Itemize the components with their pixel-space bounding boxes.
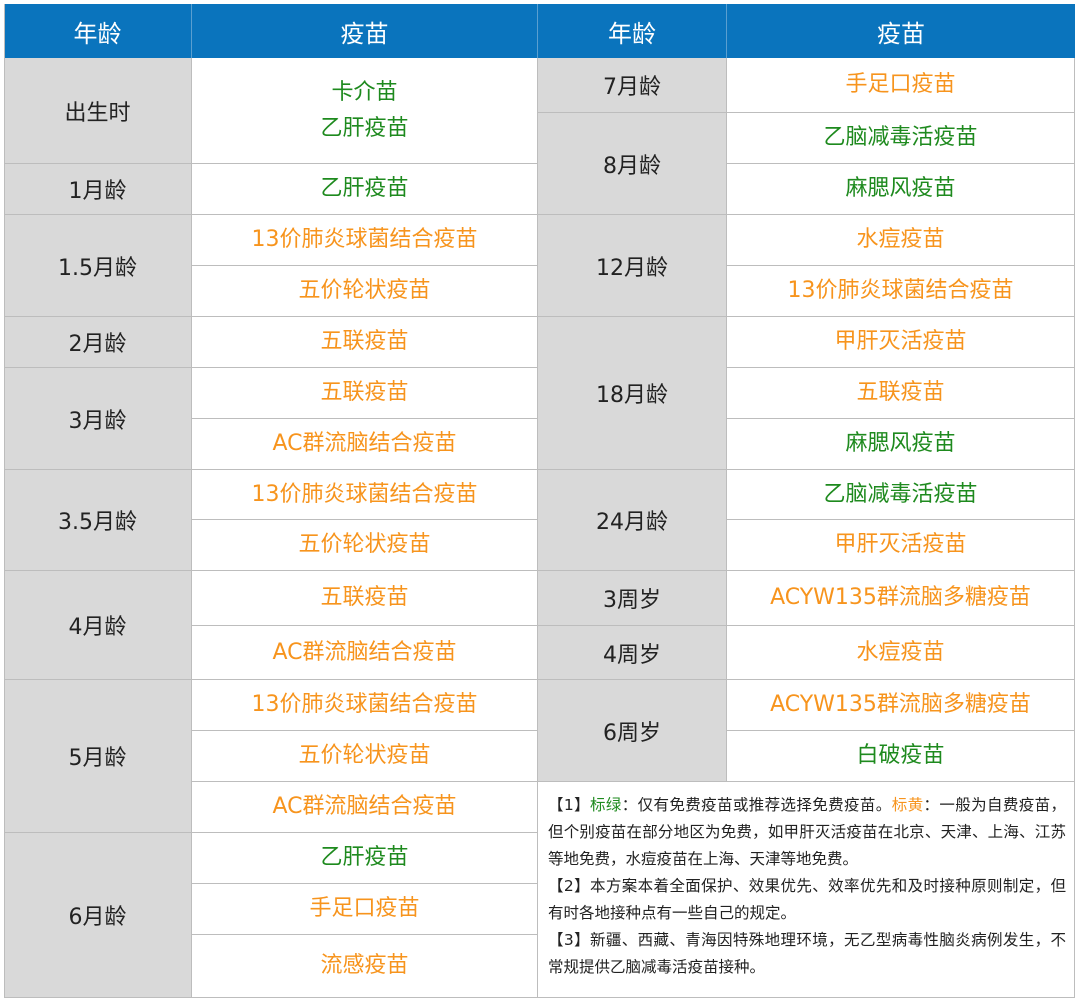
vaccine-name: 手足口疫苗 bbox=[309, 896, 420, 921]
left-vaccine-cell: 五价轮状疫苗 bbox=[192, 731, 538, 782]
header-age-right: 年龄 bbox=[538, 4, 727, 58]
vaccine-name: 13价肺炎球菌结合疫苗 bbox=[787, 278, 1014, 303]
vaccine-name: ACYW135群流脑多糖疫苗 bbox=[770, 585, 1031, 610]
right-vaccine-cell: 水痘疫苗 bbox=[727, 215, 1075, 266]
left-vaccine-cell: 13价肺炎球菌结合疫苗 bbox=[192, 680, 538, 731]
vaccine-name: 五联疫苗 bbox=[856, 380, 945, 405]
left-vaccine-cell: 乙肝疫苗 bbox=[192, 833, 538, 884]
left-vaccine-cell: 流感疫苗 bbox=[192, 935, 538, 998]
vaccine-name: ACYW135群流脑多糖疫苗 bbox=[770, 692, 1031, 717]
right-age-cell: 18月龄 bbox=[538, 317, 727, 470]
right-vaccine-cell: 白破疫苗 bbox=[727, 731, 1075, 782]
left-age-cell: 3月龄 bbox=[4, 368, 192, 470]
left-vaccine-cell: AC群流脑结合疫苗 bbox=[192, 419, 538, 470]
left-vaccine-cell: 五联疫苗 bbox=[192, 571, 538, 626]
left-age-cell: 4月龄 bbox=[4, 571, 192, 680]
orange-label: 标黄 bbox=[891, 796, 924, 814]
vaccine-name: 五价轮状疫苗 bbox=[298, 278, 431, 303]
vaccine-name: 甲肝灭活疫苗 bbox=[834, 532, 967, 557]
right-vaccine-cell: 13价肺炎球菌结合疫苗 bbox=[727, 266, 1075, 317]
vaccine-name: AC群流脑结合疫苗 bbox=[272, 639, 457, 665]
note-1: 【1】标绿：仅有免费疫苗或推荐选择免费疫苗。标黄：一般为自费疫苗，但个别疫苗在部… bbox=[548, 792, 1066, 873]
vaccine-name: 麻腮风疫苗 bbox=[845, 431, 956, 456]
vaccine-name: 水痘疫苗 bbox=[856, 639, 945, 665]
vaccine-name: 白破疫苗 bbox=[856, 743, 945, 768]
orange-label-text: ：一般为自费疫苗，但个别疫苗在部分地区为免费，如甲肝灭活疫苗在北京、天津、上海、… bbox=[548, 796, 1066, 868]
green-label: 标绿 bbox=[590, 796, 622, 814]
vaccine-name: 水痘疫苗 bbox=[856, 227, 945, 252]
right-vaccine-cell: ACYW135群流脑多糖疫苗 bbox=[727, 571, 1075, 626]
left-vaccine-cell: 13价肺炎球菌结合疫苗 bbox=[192, 470, 538, 520]
left-vaccine-cell: AC群流脑结合疫苗 bbox=[192, 626, 538, 680]
header-age-left: 年龄 bbox=[4, 4, 192, 58]
left-age-cell: 2月龄 bbox=[4, 317, 192, 368]
vaccine-name: AC群流脑结合疫苗 bbox=[272, 794, 457, 819]
vaccine-name: 乙脑减毒活疫苗 bbox=[823, 125, 978, 150]
vaccine-name: 乙肝疫苗 bbox=[320, 115, 409, 141]
header-vaccine-right: 疫苗 bbox=[727, 4, 1075, 58]
right-vaccine-cell: 麻腮风疫苗 bbox=[727, 164, 1075, 215]
right-age-cell: 4周岁 bbox=[538, 626, 727, 680]
vaccine-name: 五价轮状疫苗 bbox=[298, 743, 431, 768]
vaccine-name: 13价肺炎球菌结合疫苗 bbox=[251, 481, 478, 507]
vaccine-name: AC群流脑结合疫苗 bbox=[272, 431, 457, 456]
notes-box: 【1】标绿：仅有免费疫苗或推荐选择免费疫苗。标黄：一般为自费疫苗，但个别疫苗在部… bbox=[538, 782, 1075, 998]
right-vaccine-cell: 五联疫苗 bbox=[727, 368, 1075, 419]
right-age-cell: 24月龄 bbox=[538, 470, 727, 571]
left-vaccine-cell: 五联疫苗 bbox=[192, 317, 538, 368]
right-age-cell: 8月龄 bbox=[538, 113, 727, 215]
vaccine-name: 五联疫苗 bbox=[320, 585, 409, 610]
left-vaccine-cell: 卡介苗 乙肝疫苗 bbox=[192, 58, 538, 164]
header-vaccine-left: 疫苗 bbox=[192, 4, 538, 58]
vaccine-name: 乙肝疫苗 bbox=[320, 845, 409, 870]
left-vaccine-cell: 五价轮状疫苗 bbox=[192, 266, 538, 317]
vaccine-name: 五联疫苗 bbox=[320, 329, 409, 354]
right-age-cell: 12月龄 bbox=[538, 215, 727, 317]
vaccine-name: 五价轮状疫苗 bbox=[298, 532, 431, 557]
green-label-text: ：仅有免费疫苗或推荐选择免费疫苗。 bbox=[621, 796, 892, 814]
left-age-cell: 1月龄 bbox=[4, 164, 192, 215]
vaccine-name: 五联疫苗 bbox=[320, 380, 409, 405]
note-2: 【2】本方案本着全面保护、效果优先、效率优先和及时接种原则制定，但有时各地接种点… bbox=[548, 877, 1066, 922]
note-3: 【3】新疆、西藏、青海因特殊地理环境，无乙型病毒性脑炎病例发生，不常规提供乙脑减… bbox=[548, 931, 1066, 976]
left-vaccine-cell: 乙肝疫苗 bbox=[192, 164, 538, 215]
right-vaccine-cell: ACYW135群流脑多糖疫苗 bbox=[727, 680, 1075, 731]
vaccine-name: 乙肝疫苗 bbox=[320, 176, 409, 201]
right-vaccine-cell: 手足口疫苗 bbox=[727, 58, 1075, 113]
vaccine-name: 手足口疫苗 bbox=[845, 72, 956, 97]
left-vaccine-cell: AC群流脑结合疫苗 bbox=[192, 782, 538, 833]
right-age-cell: 7月龄 bbox=[538, 58, 727, 113]
right-vaccine-cell: 甲肝灭活疫苗 bbox=[727, 317, 1075, 368]
left-age-cell: 3.5月龄 bbox=[4, 470, 192, 571]
right-vaccine-cell: 乙脑减毒活疫苗 bbox=[727, 113, 1075, 164]
left-age-cell: 6月龄 bbox=[4, 833, 192, 998]
left-age-cell: 出生时 bbox=[4, 58, 192, 164]
left-vaccine-cell: 五联疫苗 bbox=[192, 368, 538, 419]
right-vaccine-cell: 水痘疫苗 bbox=[727, 626, 1075, 680]
vaccine-name: 流感疫苗 bbox=[320, 953, 409, 978]
right-vaccine-cell: 麻腮风疫苗 bbox=[727, 419, 1075, 470]
right-age-cell: 3周岁 bbox=[538, 571, 727, 626]
note-1-prefix: 【1】 bbox=[548, 796, 590, 814]
vaccine-name: 麻腮风疫苗 bbox=[845, 176, 956, 201]
right-age-cell: 6周岁 bbox=[538, 680, 727, 782]
left-age-cell: 1.5月龄 bbox=[4, 215, 192, 317]
vaccine-name: 13价肺炎球菌结合疫苗 bbox=[251, 692, 478, 717]
vaccine-name: 乙脑减毒活疫苗 bbox=[823, 481, 978, 507]
vaccine-name: 13价肺炎球菌结合疫苗 bbox=[251, 227, 478, 252]
left-vaccine-cell: 五价轮状疫苗 bbox=[192, 520, 538, 571]
left-age-cell: 5月龄 bbox=[4, 680, 192, 833]
left-vaccine-cell: 13价肺炎球菌结合疫苗 bbox=[192, 215, 538, 266]
left-vaccine-cell: 手足口疫苗 bbox=[192, 884, 538, 935]
right-vaccine-cell: 甲肝灭活疫苗 bbox=[727, 520, 1075, 571]
vaccine-name: 卡介苗 bbox=[331, 79, 398, 105]
right-vaccine-cell: 乙脑减毒活疫苗 bbox=[727, 470, 1075, 520]
vaccine-name: 甲肝灭活疫苗 bbox=[834, 329, 967, 354]
